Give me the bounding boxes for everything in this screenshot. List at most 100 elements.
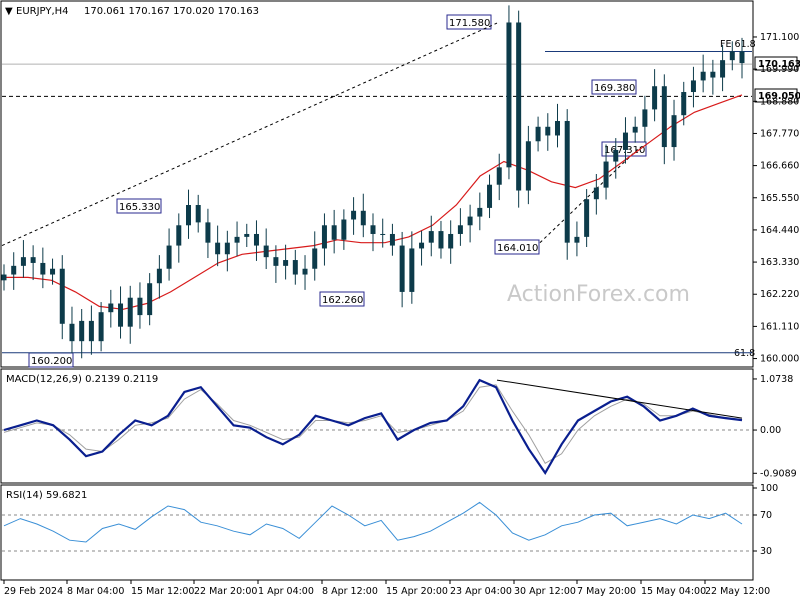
chart-symbol: EURJPY,H4 [16,6,69,17]
candle-body [283,260,289,266]
candle-body [545,126,551,136]
candle-body [360,210,366,226]
macd-axis-ticks: 1.0738 0.00 -0.9089 [753,374,797,479]
candle-body [312,248,318,269]
candle-body [681,92,687,116]
candle-body [710,71,716,78]
dropdown-arrow-icon[interactable]: ▼ [5,6,13,17]
svg-text:164.010: 164.010 [497,243,538,254]
candle-body [496,167,502,185]
rsi-header: RSI(14) 59.6821 [6,490,87,501]
annotation-162260: 162.260 [319,291,365,307]
candle-body [166,245,172,269]
time-tick-label: 7 May 20:00 [577,586,636,597]
rsi-lines [2,501,752,552]
candle-body [341,219,347,240]
macd-header: MACD(12,26,9) 0.2139 0.2119 [6,374,158,385]
time-tick-label: 23 Apr 04:00 [450,586,512,597]
time-tick-label: 8 Apr 12:00 [322,586,378,597]
candle-body [1,274,7,281]
candle-body [331,225,337,240]
candle-body [253,233,259,246]
time-tick-label: 22 Mar 20:00 [194,586,257,597]
candle-body [622,132,628,150]
candle-body [690,80,696,93]
trend-line-upper [1,22,498,247]
svg-text:162.260: 162.260 [322,295,363,306]
candle-body [147,283,153,316]
candle-body [603,161,609,188]
candle-body [671,115,677,148]
macd-tick-label: -0.9089 [760,468,797,479]
time-tick-label: 8 Mar 04:00 [67,586,124,597]
time-tick-label: 22 May 12:00 [705,586,770,597]
rsi-panel-frame [0,484,754,581]
annotation-164010: 164.010 [494,239,540,255]
candle-body [389,233,395,246]
price-tick-label: 166.660 [760,161,799,172]
candle-body [477,207,483,217]
price-tick-label: 171.100 [760,32,799,43]
candle-body [195,205,201,223]
trend-line-lower [539,146,641,244]
candle-body [555,120,560,136]
candle-body [176,225,182,246]
fib-bottom-label: 61.8 [734,348,755,359]
candle-body [127,297,133,327]
price-overlay-lines [1,22,752,354]
candle-body [186,205,191,226]
rsi-tick-label: 30 [760,546,772,557]
candle-body [448,233,454,249]
candle-body [720,60,726,78]
svg-text:169.380: 169.380 [594,83,635,94]
candle-body [399,245,405,292]
candle-body [613,149,619,162]
price-tick-label: 168.880 [760,96,799,107]
candle-body [535,126,541,142]
candle-body [438,231,444,249]
candle-body [98,312,104,342]
candle-body [409,248,415,292]
macd-main-line [3,378,743,475]
candle-body [593,187,599,200]
price-candles [1,5,745,359]
candle-body [516,22,522,191]
price-panel-frame [0,0,754,368]
svg-text:165.330: 165.330 [119,202,160,213]
macd-tick-label: 0.00 [760,425,781,436]
rsi-tick-label: 100 [760,483,778,494]
candle-body [302,268,308,275]
candle-body [205,222,211,243]
time-tick-label: 15 Mar 12:00 [131,586,194,597]
candle-body [69,323,75,342]
time-axis-ticks: 29 Feb 2024 8 Mar 04:00 15 Mar 12:00 22 Mar… [3,580,770,597]
candle-body [137,297,143,316]
candle-body [700,71,706,81]
time-tick-label: 29 Feb 2024 [4,586,63,597]
price-tick-label: 164.440 [760,225,799,236]
candle-body [428,231,434,243]
watermark: ActionForex.com [507,282,690,307]
price-tick-label: 165.550 [760,193,799,204]
candle-body [40,262,46,275]
candle-body [457,225,463,234]
candle-body [108,303,114,313]
time-tick-label: 15 Apr 20:00 [386,586,448,597]
candle-body [661,86,667,148]
current-price-tag: 170.163 [754,56,800,71]
candle-body [321,225,327,249]
candle-body [419,242,425,249]
candle-body [20,257,26,266]
candle-body [632,126,638,133]
candle-body [224,242,230,255]
candle-body [234,236,240,243]
chart-ohlc: 170.061 170.167 170.020 170.163 [84,6,259,17]
candle-body [370,225,376,234]
candle-body [11,265,17,275]
candle-body [88,320,94,342]
annotation-171580: 171.580 [446,14,492,30]
candle-body [50,268,56,275]
fib-top-label: FE 61.8 [720,39,756,50]
